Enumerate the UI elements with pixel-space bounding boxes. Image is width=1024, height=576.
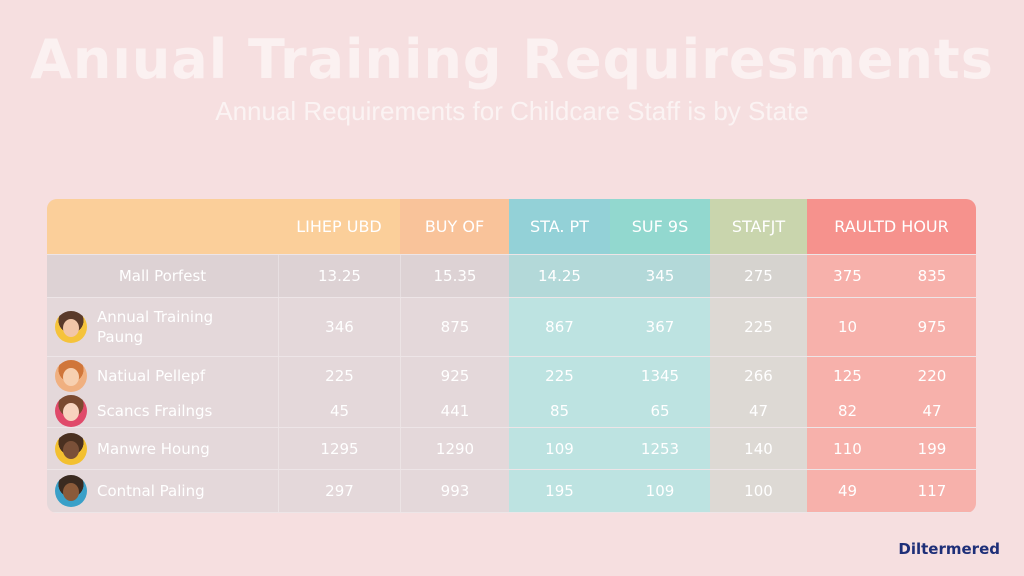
girl-avatar-icon [55, 311, 87, 343]
header-cell: SUF 9S [610, 199, 710, 254]
value-cell: 109 [610, 470, 710, 512]
value-cell: 225 [509, 357, 610, 394]
value-cell: 993 [400, 470, 509, 512]
value-cell: 367 [610, 298, 710, 356]
value-cell: 199 [888, 428, 976, 469]
row-label-cell: Mall Porfest [47, 255, 278, 297]
value-cell: 266 [710, 357, 807, 394]
value-cell: 867 [509, 298, 610, 356]
row-label-cell: Scancs Frailngs [47, 394, 278, 427]
row-label-cell: Annual Training Paung [47, 298, 278, 356]
value-cell: 14.25 [509, 255, 610, 297]
value-cell: 975 [888, 298, 976, 356]
table-row: Mall Porfest 13.25 15.35 14.25 345 275 375 835 [47, 255, 976, 298]
header-cell: LIHEP UBD [278, 199, 400, 254]
value-cell: 225 [278, 357, 400, 394]
value-cell: 835 [888, 255, 976, 297]
value-cell: 65 [610, 394, 710, 427]
value-cell: 375 [807, 255, 888, 297]
table-row: Annual Training Paung 346 875 867 367 225 10 97… [47, 298, 976, 357]
value-cell: 85 [509, 394, 610, 427]
brand-logo: Diltermered [898, 540, 1000, 558]
redhead-avatar-icon [55, 359, 87, 392]
value-cell: 441 [400, 394, 509, 427]
value-cell: 275 [710, 255, 807, 297]
value-cell: 195 [509, 470, 610, 512]
table-header: LIHEP UBD BUY OF STA. PT SUF 9S STAFJT R… [47, 199, 976, 255]
row-label: Scancs Frailngs [97, 401, 213, 420]
table-row: Scancs Frailngs 45 441 85 65 47 82 47 [47, 394, 976, 428]
row-label-cell: Contnal Paling [47, 470, 278, 512]
value-cell: 1345 [610, 357, 710, 394]
value-cell: 47 [888, 394, 976, 427]
header-cell [47, 199, 278, 254]
row-label: Natiual Pellepf [97, 366, 206, 385]
value-cell: 110 [807, 428, 888, 469]
value-cell: 15.35 [400, 255, 509, 297]
value-cell: 297 [278, 470, 400, 512]
value-cell: 1253 [610, 428, 710, 469]
value-cell: 875 [400, 298, 509, 356]
value-cell: 13.25 [278, 255, 400, 297]
value-cell: 1290 [400, 428, 509, 469]
row-label-cell: Natiual Pellepf [47, 357, 278, 394]
value-cell: 925 [400, 357, 509, 394]
row-label-cell: Manwre Houng [47, 428, 278, 469]
page-title: Anıual Training Requiresments [30, 28, 994, 91]
man-avatar-icon [55, 432, 87, 465]
row-label: Mall Porfest [118, 267, 207, 285]
header-cell: BUY OF [400, 199, 509, 254]
value-cell: 220 [888, 357, 976, 394]
child-avatar-icon [55, 394, 87, 427]
row-label: Annual Training Paung [97, 308, 214, 346]
table-row: Manwre Houng 1295 1290 109 1253 140 110 199 [47, 428, 976, 470]
value-cell: 45 [278, 394, 400, 427]
value-cell: 49 [807, 470, 888, 512]
value-cell: 125 [807, 357, 888, 394]
table-row: Natiual Pellepf 225 925 225 1345 266 125 220 [47, 357, 976, 394]
page-subtitle: Annual Requirements for Childcare Staff … [215, 96, 809, 126]
value-cell: 100 [710, 470, 807, 512]
row-label: Contnal Paling [97, 482, 205, 500]
requirements-table: LIHEP UBD BUY OF STA. PT SUF 9S STAFJT R… [47, 199, 976, 513]
value-cell: 117 [888, 470, 976, 512]
value-cell: 109 [509, 428, 610, 469]
value-cell: 47 [710, 394, 807, 427]
header-cell: STA. PT [509, 199, 610, 254]
value-cell: 1295 [278, 428, 400, 469]
value-cell: 346 [278, 298, 400, 356]
table-row: Contnal Paling 297 993 195 109 100 49 117 [47, 470, 976, 513]
value-cell: 345 [610, 255, 710, 297]
value-cell: 225 [710, 298, 807, 356]
header-cell: STAFJT [710, 199, 807, 254]
row-label: Manwre Houng [97, 439, 210, 458]
header-cell: RAULTD HOUR [807, 199, 976, 254]
value-cell: 82 [807, 394, 888, 427]
value-cell: 140 [710, 428, 807, 469]
boy-avatar-icon [55, 475, 87, 507]
value-cell: 10 [807, 298, 888, 356]
